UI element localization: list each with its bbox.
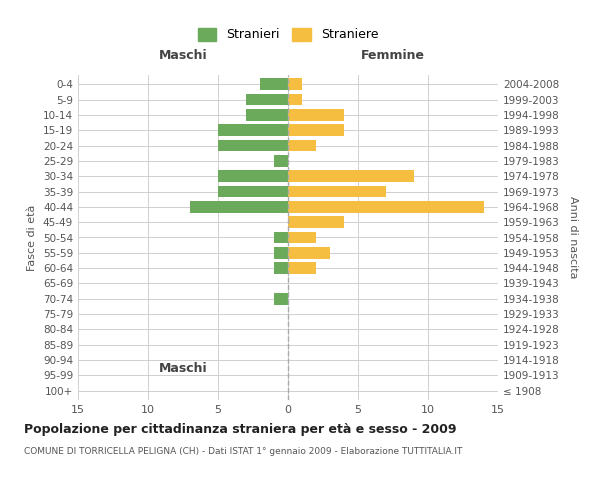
Bar bbox=[288, 170, 414, 182]
Bar bbox=[288, 201, 484, 212]
Bar bbox=[190, 201, 288, 212]
Bar bbox=[246, 109, 288, 120]
Bar bbox=[288, 109, 344, 120]
Bar bbox=[288, 140, 316, 151]
Text: COMUNE DI TORRICELLA PELIGNA (CH) - Dati ISTAT 1° gennaio 2009 - Elaborazione TU: COMUNE DI TORRICELLA PELIGNA (CH) - Dati… bbox=[24, 448, 463, 456]
Bar bbox=[274, 293, 288, 304]
Bar bbox=[288, 247, 330, 258]
Bar bbox=[274, 232, 288, 243]
Bar bbox=[218, 186, 288, 198]
Bar bbox=[288, 216, 344, 228]
Y-axis label: Fasce di età: Fasce di età bbox=[28, 204, 37, 270]
Text: Popolazione per cittadinanza straniera per età e sesso - 2009: Popolazione per cittadinanza straniera p… bbox=[24, 422, 457, 436]
Legend: Stranieri, Straniere: Stranieri, Straniere bbox=[193, 22, 383, 46]
Bar bbox=[288, 94, 302, 106]
Bar bbox=[274, 262, 288, 274]
Bar bbox=[260, 78, 288, 90]
Bar bbox=[288, 232, 316, 243]
Bar bbox=[288, 124, 344, 136]
Bar bbox=[246, 94, 288, 106]
Text: Maschi: Maschi bbox=[158, 362, 208, 375]
Text: Maschi: Maschi bbox=[158, 49, 208, 62]
Bar bbox=[288, 186, 386, 198]
Bar bbox=[274, 247, 288, 258]
Bar bbox=[288, 78, 302, 90]
Bar bbox=[274, 155, 288, 166]
Bar bbox=[218, 140, 288, 151]
Bar bbox=[218, 124, 288, 136]
Text: Femmine: Femmine bbox=[361, 49, 425, 62]
Y-axis label: Anni di nascita: Anni di nascita bbox=[568, 196, 578, 279]
Bar bbox=[218, 170, 288, 182]
Bar bbox=[288, 262, 316, 274]
